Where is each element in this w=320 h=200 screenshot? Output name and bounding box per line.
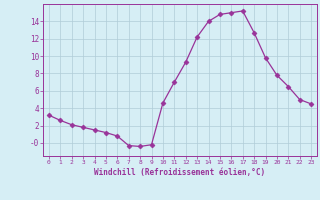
X-axis label: Windchill (Refroidissement éolien,°C): Windchill (Refroidissement éolien,°C) bbox=[94, 168, 266, 177]
